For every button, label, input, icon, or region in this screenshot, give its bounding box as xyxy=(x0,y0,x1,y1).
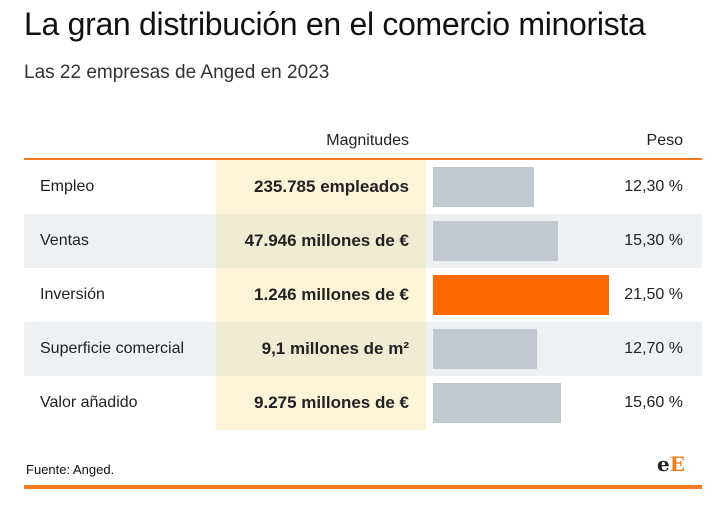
table-row: Inversión 1.246 millones de € 21,50 % xyxy=(24,268,702,322)
bar xyxy=(433,329,537,369)
magnitude-value: 47.946 millones de € xyxy=(216,214,426,268)
logo-letter-e: e xyxy=(657,452,670,476)
value-label: 12,30 % xyxy=(624,178,683,195)
category-label: Empleo xyxy=(40,178,95,195)
column-header-magnitudes: Magnitudes xyxy=(326,132,409,149)
magnitude-value: 235.785 empleados xyxy=(216,160,426,214)
logo-letter-E: E xyxy=(669,452,685,476)
table-row: Valor añadido 9.275 millones de € 15,60 % xyxy=(24,376,702,430)
column-header-peso: Peso xyxy=(646,132,683,149)
value-label: 21,50 % xyxy=(624,286,683,303)
source-note: Fuente: Anged. xyxy=(26,462,115,477)
value-label: 15,60 % xyxy=(624,394,683,411)
footer-divider xyxy=(24,485,702,489)
bar xyxy=(433,275,609,315)
category-label: Inversión xyxy=(40,286,105,303)
bar xyxy=(433,383,561,423)
chart-subtitle: Las 22 empresas de Anged en 2023 xyxy=(24,62,330,83)
magnitude-value: 1.246 millones de € xyxy=(216,268,426,322)
chart-title: La gran distribución en el comercio mino… xyxy=(24,6,646,42)
bar xyxy=(433,167,534,207)
category-label: Superficie comercial xyxy=(40,340,185,357)
category-label: Ventas xyxy=(40,232,89,249)
publisher-logo: eE xyxy=(657,452,685,476)
table-row: Superficie comercial 9,1 millones de m² 12… xyxy=(24,322,702,376)
table-row: Ventas 47.946 millones de € 15,30 % xyxy=(24,214,702,268)
value-label: 15,30 % xyxy=(624,232,683,249)
value-label: 12,70 % xyxy=(624,340,683,357)
data-table: Empleo 235.785 empleados 12,30 % Ventas 47.9… xyxy=(24,160,702,430)
bar xyxy=(433,221,558,261)
category-label: Valor añadido xyxy=(40,394,138,411)
header-divider xyxy=(24,158,702,160)
table-row: Empleo 235.785 empleados 12,30 % xyxy=(24,160,702,214)
magnitude-value: 9.275 millones de € xyxy=(216,376,426,430)
magnitude-value: 9,1 millones de m² xyxy=(216,322,426,376)
